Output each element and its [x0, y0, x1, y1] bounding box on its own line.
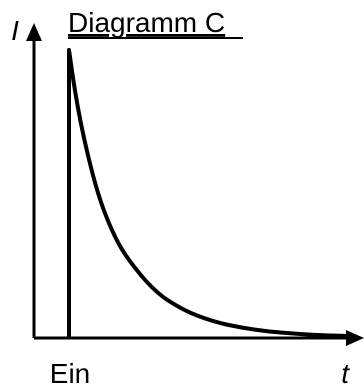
x-axis-arrow-icon — [346, 330, 364, 346]
chart-title: Diagramm C — [68, 7, 225, 38]
x-tick-label: Ein — [50, 358, 90, 389]
x-axis-label: t — [341, 358, 350, 389]
series-line-0 — [67, 48, 356, 339]
series-layer — [67, 48, 356, 339]
y-axis-label: I — [11, 15, 19, 46]
y-axis-arrow-icon — [26, 23, 42, 41]
